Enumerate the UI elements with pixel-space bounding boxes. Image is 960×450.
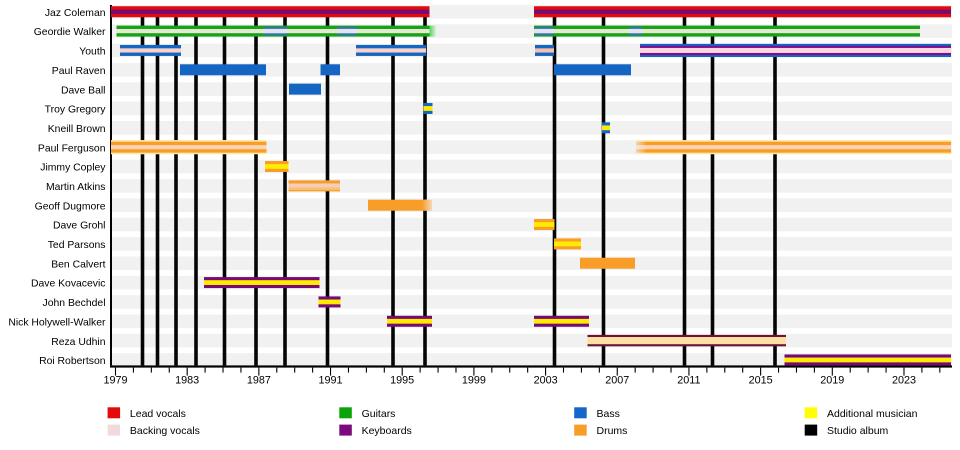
svg-text:Dave Ball: Dave Ball xyxy=(61,85,105,96)
svg-text:Ben Calvert: Ben Calvert xyxy=(51,259,105,270)
svg-text:Dave Grohl: Dave Grohl xyxy=(53,221,106,232)
svg-text:2007: 2007 xyxy=(605,375,629,387)
svg-text:Geoff Dugmore: Geoff Dugmore xyxy=(35,201,106,212)
svg-text:1983: 1983 xyxy=(175,375,199,387)
svg-text:1987: 1987 xyxy=(247,375,271,387)
svg-text:Guitars: Guitars xyxy=(362,408,396,420)
svg-text:Lead vocals: Lead vocals xyxy=(130,408,186,420)
svg-text:Bass: Bass xyxy=(597,408,620,420)
svg-text:2023: 2023 xyxy=(892,375,916,387)
svg-text:2003: 2003 xyxy=(534,375,558,387)
svg-text:Paul Ferguson: Paul Ferguson xyxy=(38,143,106,154)
svg-text:Jaz Coleman: Jaz Coleman xyxy=(45,8,106,19)
svg-text:Jimmy Copley: Jimmy Copley xyxy=(40,163,106,174)
svg-text:Ted Parsons: Ted Parsons xyxy=(48,240,106,251)
svg-text:Roi Robertson: Roi Robertson xyxy=(39,356,106,367)
svg-text:2011: 2011 xyxy=(677,375,700,387)
svg-text:1999: 1999 xyxy=(462,375,486,387)
svg-text:Martin Atkins: Martin Atkins xyxy=(46,182,105,193)
svg-text:1995: 1995 xyxy=(390,375,414,387)
svg-text:1979: 1979 xyxy=(103,375,127,387)
svg-text:Kneill Brown: Kneill Brown xyxy=(48,124,106,135)
svg-text:Geordie Walker: Geordie Walker xyxy=(34,27,106,38)
svg-text:Nick Holywell-Walker: Nick Holywell-Walker xyxy=(8,317,106,328)
svg-text:Reza Udhin: Reza Udhin xyxy=(51,337,106,348)
svg-text:Dave Kovacevic: Dave Kovacevic xyxy=(31,279,106,290)
svg-text:2019: 2019 xyxy=(820,375,844,387)
svg-text:Backing vocals: Backing vocals xyxy=(130,425,200,437)
svg-text:Paul Raven: Paul Raven xyxy=(52,66,106,77)
svg-text:Troy Gregory: Troy Gregory xyxy=(45,105,107,116)
svg-text:Youth: Youth xyxy=(79,47,105,58)
svg-text:1991: 1991 xyxy=(318,375,342,387)
svg-text:2015: 2015 xyxy=(749,375,773,387)
svg-text:John Bechdel: John Bechdel xyxy=(43,298,106,309)
svg-text:Keyboards: Keyboards xyxy=(362,425,412,437)
svg-text:Drums: Drums xyxy=(597,425,628,437)
svg-text:Additional musician: Additional musician xyxy=(827,408,918,420)
svg-text:Studio album: Studio album xyxy=(827,425,889,437)
